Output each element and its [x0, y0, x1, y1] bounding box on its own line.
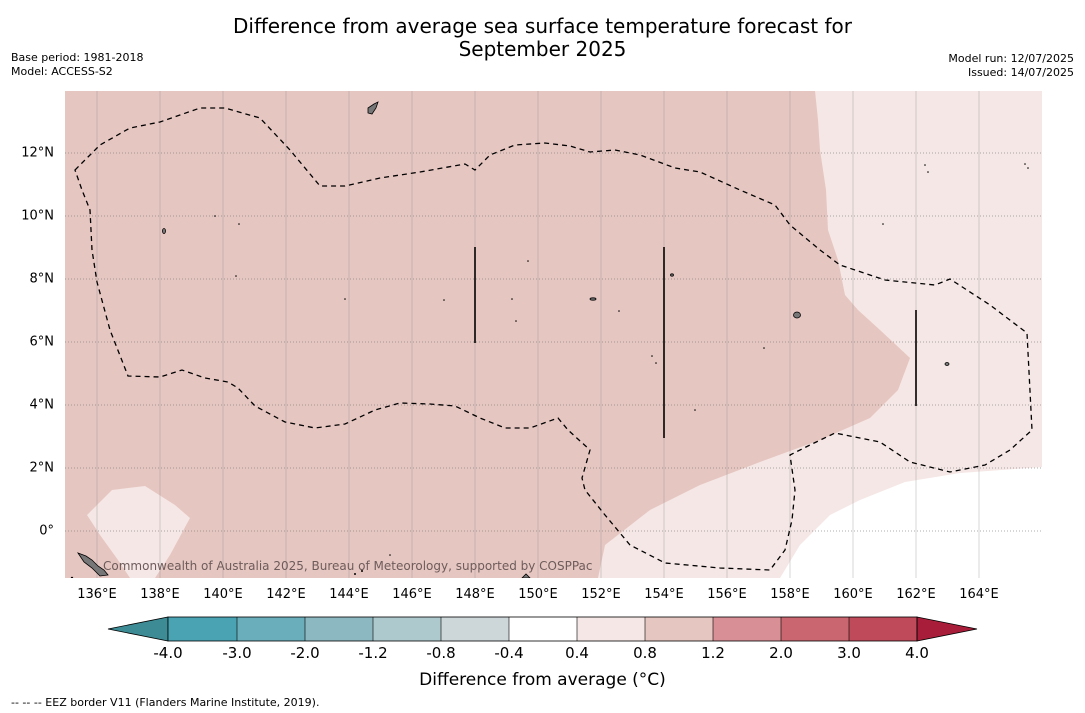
footnote: -- -- -- EEZ border V11 (Flanders Marine…	[11, 696, 320, 709]
lat-label-6n: 6°N	[29, 334, 55, 350]
colorbar-tick-label: -2.0	[290, 644, 320, 662]
anomaly-band-0.4-0.8	[598, 91, 1042, 578]
lon-label-156: 156°E	[707, 587, 747, 602]
lat-label-10n: 10°N	[21, 208, 54, 224]
colorbar-tick-label: -4.0	[153, 644, 183, 662]
lat-label-0: 0°	[39, 523, 54, 539]
model-run-text: Model run: 12/07/2025	[948, 52, 1074, 65]
lat-label-4n: 4°N	[29, 397, 55, 413]
lon-label-140: 140°E	[203, 587, 243, 602]
colorbar-tick-label: -1.2	[358, 644, 388, 662]
boundary-lines	[474, 247, 917, 438]
model-text: Model: ACCESS-S2	[11, 65, 113, 78]
colorbar-bin-6	[509, 617, 577, 641]
lat-label-8n: 8°N	[29, 271, 55, 287]
lon-label-136: 136°E	[77, 587, 117, 602]
colorbar-tick-label: 2.0	[769, 644, 793, 662]
lon-label-160: 160°E	[833, 587, 873, 602]
lon-label-158: 158°E	[770, 587, 810, 602]
lon-label-142: 142°E	[266, 587, 306, 602]
colorbar-bin-5	[441, 617, 509, 641]
colorbar-bin-1	[168, 617, 237, 641]
latitude-gridlines	[65, 152, 1042, 532]
copyright-text: Commonwealth of Australia 2025, Bureau o…	[103, 559, 593, 573]
colorbar-tick-label: 4.0	[905, 644, 929, 662]
colorbar-dividers	[236, 617, 850, 641]
lat-label-12n: 12°N	[21, 145, 54, 161]
eez-border-west	[74, 107, 1033, 571]
lon-label-146: 146°E	[392, 587, 432, 602]
meta-left: Base period: 1981-2018 Model: ACCESS-S2	[11, 51, 143, 79]
lon-label-144: 144°E	[329, 587, 369, 602]
eez-borders	[74, 107, 1033, 571]
colorbar-bin-10	[781, 617, 849, 641]
map-title-line2: September 2025	[458, 37, 627, 61]
longitude-gridlines	[96, 91, 980, 578]
island-guam	[367, 101, 379, 115]
colorbar-title: Difference from average (°C)	[419, 670, 666, 690]
colorbar-bin-4	[373, 617, 441, 641]
colorbar-tick-label: 1.2	[701, 644, 725, 662]
colorbar-tick-label: -0.8	[426, 644, 456, 662]
lon-label-148: 148°E	[455, 587, 495, 602]
lon-label-138: 138°E	[140, 587, 180, 602]
colorbar-tick-label: -0.4	[494, 644, 524, 662]
colorbar-bin-9	[713, 617, 781, 641]
lon-label-164: 164°E	[959, 587, 999, 602]
colorbar-bin-8	[645, 617, 713, 641]
colorbar-tick-label: 0.4	[565, 644, 589, 662]
anomaly-patch-southwest	[87, 486, 190, 578]
lon-label-154: 154°E	[644, 587, 684, 602]
islands	[76, 101, 950, 578]
anomaly-band-neutral	[780, 467, 1042, 578]
colorbar	[107, 616, 978, 642]
colorbar-outline	[167, 616, 918, 642]
meta-right: Model run: 12/07/2025 Issued: 14/07/2025	[948, 52, 1074, 80]
colorbar-bin-2	[237, 617, 305, 641]
lon-label-152: 152°E	[581, 587, 621, 602]
issued-text: Issued: 14/07/2025	[967, 66, 1074, 79]
map-area	[65, 91, 1042, 578]
lon-label-162: 162°E	[896, 587, 936, 602]
map-title: Difference from average sea surface temp…	[0, 15, 1085, 61]
colorbar-tick-label: 0.8	[633, 644, 657, 662]
map-title-line1: Difference from average sea surface temp…	[232, 14, 852, 38]
base-period-text: Base period: 1981-2018	[11, 51, 144, 64]
colorbar-bin-11	[849, 617, 917, 641]
colorbar-extend-low	[107, 616, 169, 642]
colorbar-bin-3	[305, 617, 373, 641]
lon-label-150: 150°E	[518, 587, 558, 602]
colorbar-tick-label: -3.0	[222, 644, 252, 662]
colorbar-tick-label: 3.0	[837, 644, 861, 662]
colorbar-bin-7	[577, 617, 645, 641]
small-islets	[70, 163, 1029, 578]
colorbar-extend-high	[916, 616, 978, 642]
lat-label-2n: 2°N	[29, 460, 55, 476]
island-new-guinea	[76, 552, 109, 577]
